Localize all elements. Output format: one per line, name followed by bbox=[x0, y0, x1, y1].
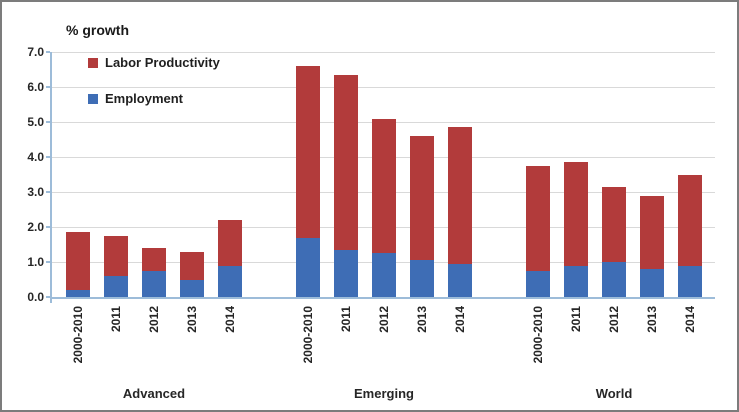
y-tick-mark-7.0 bbox=[46, 51, 50, 53]
bar-emerging-2012 bbox=[372, 118, 396, 297]
bar-emerging-2011 bbox=[334, 74, 358, 297]
legend-swatch-labor-productivity-icon bbox=[88, 57, 98, 68]
bar-advanced-2013 bbox=[180, 251, 204, 297]
x-tick-label-world-2012: 2012 bbox=[607, 306, 621, 333]
legend-label-employment: Employment bbox=[105, 91, 184, 106]
segment-employment bbox=[142, 270, 166, 297]
legend-swatch-employment-icon bbox=[88, 93, 98, 104]
legend-item-labor-productivity: Labor Productivity bbox=[88, 55, 220, 70]
segment-labor-productivity bbox=[640, 195, 664, 269]
segment-labor-productivity bbox=[296, 66, 320, 238]
bar-emerging-2014 bbox=[448, 127, 472, 297]
segment-employment bbox=[104, 276, 128, 297]
x-tick-label-world-2000-2010: 2000-2010 bbox=[531, 306, 545, 364]
segment-labor-productivity bbox=[180, 251, 204, 280]
segment-labor-productivity bbox=[564, 162, 588, 266]
y-tick-label-0.0: 0.0 bbox=[27, 290, 44, 304]
bar-emerging-2000-2010 bbox=[296, 66, 320, 297]
segment-labor-productivity bbox=[410, 136, 434, 261]
segment-labor-productivity bbox=[334, 74, 358, 250]
x-tick-label-advanced-2012: 2012 bbox=[147, 306, 161, 333]
x-axis-origin-tick bbox=[50, 299, 52, 303]
y-tick-mark-5.0 bbox=[46, 121, 50, 123]
segment-employment bbox=[66, 290, 90, 297]
segment-labor-productivity bbox=[448, 127, 472, 264]
segment-labor-productivity bbox=[526, 165, 550, 271]
y-tick-mark-0.0 bbox=[46, 296, 50, 298]
segment-labor-productivity bbox=[142, 248, 166, 271]
segment-employment bbox=[334, 249, 358, 297]
x-tick-label-advanced-2014: 2014 bbox=[223, 306, 237, 333]
x-tick-label-emerging-2011: 2011 bbox=[339, 306, 353, 333]
segment-employment bbox=[640, 269, 664, 297]
group-label-world: World bbox=[595, 386, 633, 401]
y-tick-label-6.0: 6.0 bbox=[27, 80, 44, 94]
chart-title: % growth bbox=[66, 22, 129, 38]
y-tick-label-1.0: 1.0 bbox=[27, 255, 44, 269]
segment-employment bbox=[526, 270, 550, 297]
x-tick-label-emerging-2012: 2012 bbox=[377, 306, 391, 333]
x-tick-label-emerging-2014: 2014 bbox=[453, 306, 467, 333]
y-tick-mark-3.0 bbox=[46, 191, 50, 193]
group-label-advanced: Advanced bbox=[122, 386, 186, 401]
y-tick-label-5.0: 5.0 bbox=[27, 115, 44, 129]
x-tick-label-advanced-2011: 2011 bbox=[109, 306, 123, 333]
y-tick-label-2.0: 2.0 bbox=[27, 220, 44, 234]
segment-employment bbox=[602, 262, 626, 297]
segment-employment bbox=[678, 265, 702, 297]
segment-labor-productivity bbox=[104, 235, 128, 276]
y-tick-label-4.0: 4.0 bbox=[27, 150, 44, 164]
segment-employment bbox=[448, 263, 472, 297]
x-tick-label-advanced-2013: 2013 bbox=[185, 306, 199, 333]
y-tick-mark-6.0 bbox=[46, 86, 50, 88]
segment-labor-productivity bbox=[372, 118, 396, 254]
segment-labor-productivity bbox=[218, 220, 242, 266]
y-tick-mark-2.0 bbox=[46, 226, 50, 228]
bar-world-2011 bbox=[564, 162, 588, 297]
bar-advanced-2012 bbox=[142, 248, 166, 297]
segment-labor-productivity bbox=[602, 186, 626, 262]
x-tick-label-world-2011: 2011 bbox=[569, 306, 583, 333]
bar-advanced-2011 bbox=[104, 235, 128, 297]
plot-area bbox=[50, 52, 715, 299]
bar-world-2014 bbox=[678, 174, 702, 297]
x-tick-label-emerging-2000-2010: 2000-2010 bbox=[301, 306, 315, 364]
bar-world-2013 bbox=[640, 195, 664, 297]
x-tick-label-world-2014: 2014 bbox=[683, 306, 697, 333]
x-tick-label-world-2013: 2013 bbox=[645, 306, 659, 333]
y-tick-label-7.0: 7.0 bbox=[27, 45, 44, 59]
segment-employment bbox=[372, 253, 396, 297]
group-label-emerging: Emerging bbox=[354, 386, 414, 401]
bar-world-2012 bbox=[602, 186, 626, 297]
y-tick-mark-4.0 bbox=[46, 156, 50, 158]
gridline-7.0 bbox=[52, 52, 715, 53]
segment-labor-productivity bbox=[66, 232, 90, 290]
y-tick-label-3.0: 3.0 bbox=[27, 185, 44, 199]
legend: Labor Productivity Employment bbox=[88, 55, 220, 127]
bar-emerging-2013 bbox=[410, 136, 434, 297]
segment-employment bbox=[218, 265, 242, 297]
gridline-6.0 bbox=[52, 87, 715, 88]
segment-employment bbox=[180, 279, 204, 297]
bar-advanced-2000-2010 bbox=[66, 232, 90, 297]
x-tick-label-advanced-2000-2010: 2000-2010 bbox=[71, 306, 85, 364]
legend-item-employment: Employment bbox=[88, 91, 220, 106]
segment-employment bbox=[564, 265, 588, 297]
segment-labor-productivity bbox=[678, 174, 702, 266]
y-tick-mark-1.0 bbox=[46, 261, 50, 263]
bar-world-2000-2010 bbox=[526, 165, 550, 297]
x-tick-label-emerging-2013: 2013 bbox=[415, 306, 429, 333]
segment-employment bbox=[296, 237, 320, 297]
legend-label-labor-productivity: Labor Productivity bbox=[105, 55, 220, 70]
segment-employment bbox=[410, 260, 434, 297]
bar-advanced-2014 bbox=[218, 220, 242, 297]
